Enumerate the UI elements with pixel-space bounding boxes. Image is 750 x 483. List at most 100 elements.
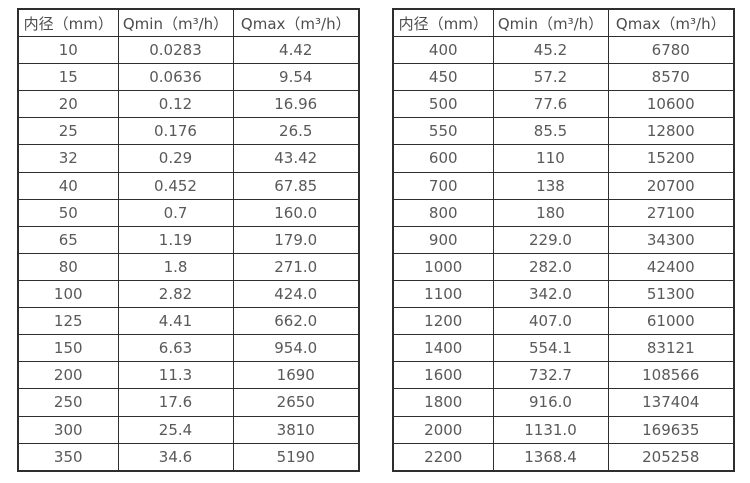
diameter-cell: 40 bbox=[17, 171, 119, 200]
qmin-cell: 57.2 bbox=[492, 63, 609, 92]
diameter-cell: 1400 bbox=[392, 334, 494, 363]
qmin-cell: 0.12 bbox=[117, 90, 234, 119]
qmin-cell: 0.452 bbox=[117, 171, 234, 200]
qmin-cell: 180 bbox=[492, 198, 609, 227]
diameter-cell: 1100 bbox=[392, 279, 494, 309]
table-row: 32 0.29 43.42 bbox=[17, 144, 360, 173]
qmin-cell: 45.2 bbox=[492, 35, 609, 65]
qmin-cell: 0.0283 bbox=[117, 35, 234, 65]
table-row: 100 2.82 424.0 bbox=[17, 279, 360, 309]
table-row: 1200 407.0 61000 bbox=[392, 307, 735, 336]
qmax-cell: 205258 bbox=[607, 442, 735, 472]
qmax-cell: 20700 bbox=[607, 171, 735, 200]
diameter-cell: 50 bbox=[17, 198, 119, 227]
qmax-cell: 43.42 bbox=[232, 144, 360, 173]
qmax-cell: 10600 bbox=[607, 90, 735, 119]
qmax-cell: 2650 bbox=[232, 388, 360, 417]
flow-spec-table-large-diameters: 内径（mm） Qmin（m³/h） Qmax（m³/h） 400 45.2 6780 450… bbox=[392, 8, 735, 472]
table-row: 550 85.5 12800 bbox=[392, 117, 735, 146]
diameter-cell: 125 bbox=[17, 307, 119, 336]
qmax-cell: 27100 bbox=[607, 198, 735, 227]
column-header-diameter: 内径（mm） bbox=[392, 8, 494, 37]
header-row: 内径（mm） Qmin（m³/h） Qmax（m³/h） bbox=[17, 8, 360, 37]
qmin-cell: 342.0 bbox=[492, 279, 609, 309]
qmax-cell: 3810 bbox=[232, 415, 360, 444]
table-row: 1800 916.0 137404 bbox=[392, 388, 735, 417]
qmax-cell: 271.0 bbox=[232, 252, 360, 281]
qmin-cell: 732.7 bbox=[492, 361, 609, 390]
flow-spec-table-small-diameters: 内径（mm） Qmin（m³/h） Qmax（m³/h） 10 0.0283 4.42 15… bbox=[17, 8, 360, 472]
qmax-cell: 5190 bbox=[232, 442, 360, 472]
table-row: 125 4.41 662.0 bbox=[17, 307, 360, 336]
diameter-cell: 100 bbox=[17, 279, 119, 309]
qmax-cell: 8570 bbox=[607, 63, 735, 92]
qmax-cell: 108566 bbox=[607, 361, 735, 390]
qmax-cell: 83121 bbox=[607, 334, 735, 363]
qmin-cell: 0.29 bbox=[117, 144, 234, 173]
qmax-cell: 12800 bbox=[607, 117, 735, 146]
qmax-cell: 137404 bbox=[607, 388, 735, 417]
table-row: 700 138 20700 bbox=[392, 171, 735, 200]
table-row: 2000 1131.0 169635 bbox=[392, 415, 735, 444]
table-row: 10 0.0283 4.42 bbox=[17, 35, 360, 65]
table-row: 400 45.2 6780 bbox=[392, 35, 735, 65]
table-row: 300 25.4 3810 bbox=[17, 415, 360, 444]
table-row: 25 0.176 26.5 bbox=[17, 117, 360, 146]
qmax-cell: 34300 bbox=[607, 225, 735, 254]
qmin-cell: 4.41 bbox=[117, 307, 234, 336]
table-row: 500 77.6 10600 bbox=[392, 90, 735, 119]
diameter-cell: 32 bbox=[17, 144, 119, 173]
diameter-cell: 65 bbox=[17, 225, 119, 254]
diameter-cell: 800 bbox=[392, 198, 494, 227]
diameter-cell: 550 bbox=[392, 117, 494, 146]
diameter-cell: 25 bbox=[17, 117, 119, 146]
qmin-cell: 77.6 bbox=[492, 90, 609, 119]
qmax-cell: 179.0 bbox=[232, 225, 360, 254]
diameter-cell: 2000 bbox=[392, 415, 494, 444]
diameter-cell: 400 bbox=[392, 35, 494, 65]
diameter-cell: 600 bbox=[392, 144, 494, 173]
column-header-qmax: Qmax（m³/h） bbox=[607, 8, 735, 37]
qmin-cell: 110 bbox=[492, 144, 609, 173]
qmin-cell: 407.0 bbox=[492, 307, 609, 336]
column-header-diameter: 内径（mm） bbox=[17, 8, 119, 37]
qmin-cell: 2.82 bbox=[117, 279, 234, 309]
diameter-cell: 900 bbox=[392, 225, 494, 254]
diameter-cell: 80 bbox=[17, 252, 119, 281]
qmin-cell: 1.8 bbox=[117, 252, 234, 281]
table-row: 900 229.0 34300 bbox=[392, 225, 735, 254]
diameter-cell: 20 bbox=[17, 90, 119, 119]
qmax-cell: 662.0 bbox=[232, 307, 360, 336]
diameter-cell: 200 bbox=[17, 361, 119, 390]
diameter-cell: 350 bbox=[17, 442, 119, 472]
diameter-cell: 450 bbox=[392, 63, 494, 92]
table-row: 1600 732.7 108566 bbox=[392, 361, 735, 390]
qmax-cell: 67.85 bbox=[232, 171, 360, 200]
diameter-cell: 10 bbox=[17, 35, 119, 65]
qmin-cell: 1.19 bbox=[117, 225, 234, 254]
table-row: 800 180 27100 bbox=[392, 198, 735, 227]
table-row: 15 0.0636 9.54 bbox=[17, 63, 360, 92]
table-row: 200 11.3 1690 bbox=[17, 361, 360, 390]
qmax-cell: 4.42 bbox=[232, 35, 360, 65]
table-row: 250 17.6 2650 bbox=[17, 388, 360, 417]
qmin-cell: 138 bbox=[492, 171, 609, 200]
diameter-cell: 1800 bbox=[392, 388, 494, 417]
diameter-cell: 150 bbox=[17, 334, 119, 363]
diameter-cell: 250 bbox=[17, 388, 119, 417]
qmax-cell: 9.54 bbox=[232, 63, 360, 92]
table-row: 40 0.452 67.85 bbox=[17, 171, 360, 200]
table-row: 1100 342.0 51300 bbox=[392, 279, 735, 309]
qmin-cell: 11.3 bbox=[117, 361, 234, 390]
qmin-cell: 34.6 bbox=[117, 442, 234, 472]
qmin-cell: 282.0 bbox=[492, 252, 609, 281]
qmax-cell: 51300 bbox=[607, 279, 735, 309]
column-header-qmin: Qmin（m³/h） bbox=[492, 8, 609, 37]
qmax-cell: 61000 bbox=[607, 307, 735, 336]
column-header-qmin: Qmin（m³/h） bbox=[117, 8, 234, 37]
diameter-cell: 500 bbox=[392, 90, 494, 119]
qmin-cell: 1368.4 bbox=[492, 442, 609, 472]
diameter-cell: 2200 bbox=[392, 442, 494, 472]
diameter-cell: 15 bbox=[17, 63, 119, 92]
